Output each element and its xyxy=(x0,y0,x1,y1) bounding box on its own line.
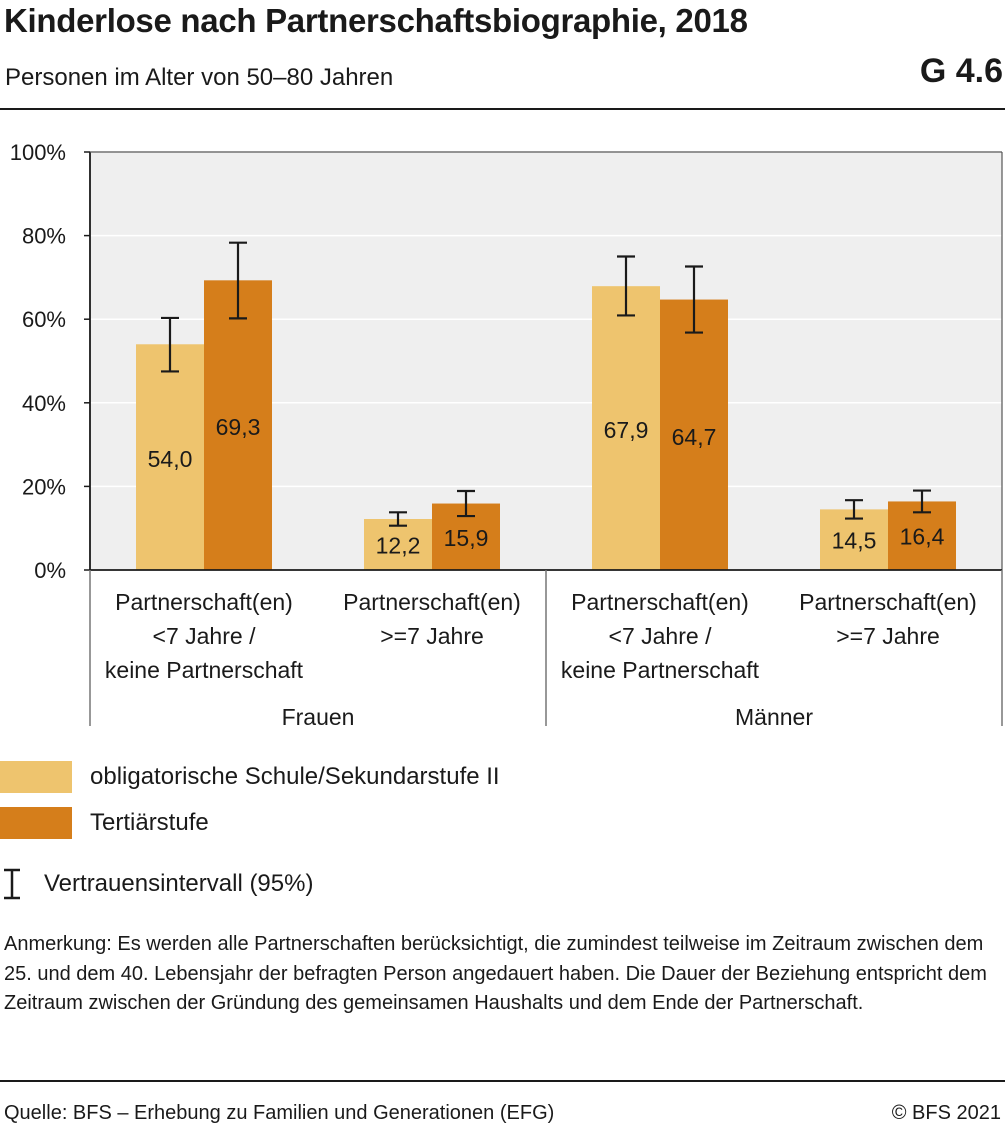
category-label: Partnerschaft(en) xyxy=(571,589,749,615)
data-label: 14,5 xyxy=(832,528,877,554)
category-label: >=7 Jahre xyxy=(380,623,484,649)
legend-item-tertiary: Tertiärstufe xyxy=(0,806,209,840)
data-label: 54,0 xyxy=(148,446,193,472)
category-label: <7 Jahre / xyxy=(609,623,713,649)
y-tick-label: 20% xyxy=(22,474,66,499)
legend-swatch-tertiary xyxy=(0,807,72,839)
group-label: Männer xyxy=(735,704,813,730)
y-tick-label: 80% xyxy=(22,224,66,249)
plot-area: 0% 20% 40% 60% 80% 100% 54,0 69,3 Partnerschaft(… xyxy=(10,140,1003,730)
data-label: 15,9 xyxy=(444,525,489,551)
header-rule xyxy=(0,108,1005,110)
data-label: 69,3 xyxy=(216,414,261,440)
chart-note: Anmerkung: Es werden alle Partnerschafte… xyxy=(4,933,987,1014)
bar xyxy=(592,286,660,570)
bar xyxy=(136,344,204,570)
bar-chart: 0% 20% 40% 60% 80% 100% 54,0 69,3 Partnerschaft(… xyxy=(10,140,1003,730)
category-label: keine Partnerschaft xyxy=(561,657,760,683)
data-label: 12,2 xyxy=(376,533,421,559)
chart-subtitle: Personen im Alter von 50–80 Jahren xyxy=(5,64,394,91)
legend-label-tertiary: Tertiärstufe xyxy=(90,809,209,836)
bar xyxy=(660,299,728,570)
footer-rule xyxy=(0,1080,1005,1082)
y-tick-label: 100% xyxy=(10,140,66,165)
y-tick-label: 40% xyxy=(22,391,66,416)
chart-number: G 4.6 xyxy=(919,52,1003,90)
category-label: Partnerschaft(en) xyxy=(115,589,293,615)
legend-label-ci: Vertrauensintervall (95%) xyxy=(44,870,314,897)
error-bar-icon xyxy=(4,868,20,900)
category-label: Partnerschaft(en) xyxy=(343,589,521,615)
chart-title: Kinderlose nach Partnerschaftsbiographie… xyxy=(4,2,748,39)
data-label: 64,7 xyxy=(672,424,717,450)
category-label: keine Partnerschaft xyxy=(105,657,304,683)
legend-label-secondary: obligatorische Schule/Sekundarstufe II xyxy=(90,763,500,790)
data-label: 67,9 xyxy=(604,417,649,443)
bar xyxy=(364,519,432,570)
legend-item-ci: Vertrauensintervall (95%) xyxy=(0,866,313,902)
y-tick-label: 60% xyxy=(22,307,66,332)
copyright: © BFS 2021 xyxy=(891,1102,1001,1124)
data-label: 16,4 xyxy=(900,524,945,550)
legend-swatch-secondary xyxy=(0,761,72,793)
y-tick-label: 0% xyxy=(34,558,66,583)
category-label: <7 Jahre / xyxy=(153,623,257,649)
legend-item-secondary: obligatorische Schule/Sekundarstufe II xyxy=(0,760,500,794)
bar xyxy=(204,280,272,570)
source-note: Quelle: BFS – Erhebung zu Familien und G… xyxy=(4,1102,555,1124)
category-label: Partnerschaft(en) xyxy=(799,589,977,615)
group-label: Frauen xyxy=(282,704,355,730)
category-label: >=7 Jahre xyxy=(836,623,940,649)
